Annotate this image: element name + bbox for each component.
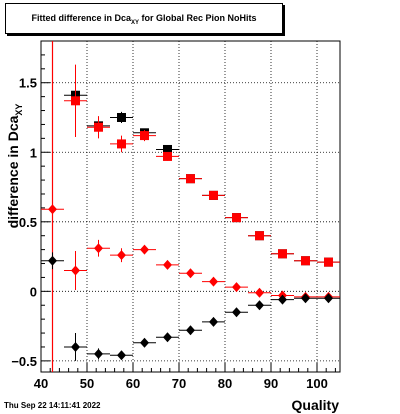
square-marker [301,256,310,266]
diamond-marker [232,307,241,318]
plot-frame [40,40,341,373]
timestamp: Thu Sep 22 14:11:41 2022 [4,401,101,410]
diamond-marker [232,282,241,293]
x-tick-label: 40 [34,376,48,391]
diamond-marker [48,255,57,266]
square-marker [71,96,80,106]
x-axis-title: Quality [292,397,340,413]
square-marker [255,231,264,241]
diamond-marker [209,276,218,287]
x-tick-label: 60 [126,376,140,391]
diamond-marker [140,337,149,348]
diamond-marker [255,300,264,311]
square-marker [117,139,126,149]
diamond-marker [94,243,103,254]
diamond-marker [324,293,333,304]
diamond-marker [48,204,57,215]
diamond-marker [301,293,310,304]
diamond-marker [117,250,126,261]
diamond-marker [71,265,80,276]
y-tick-label: 1.5 [19,76,37,91]
square-marker [94,122,103,132]
diamond-marker [186,325,195,336]
diamond-marker [186,268,195,279]
square-marker [186,174,195,184]
diamond-marker [71,341,80,352]
y-tick-label: 0 [30,284,37,299]
square-marker [140,131,149,141]
diamond-marker [255,287,264,298]
square-marker [163,144,172,154]
chart-title-box: Fitted difference in DcaXY for Global Re… [5,3,283,34]
y-tick-label: 0.5 [19,215,37,230]
diamond-marker [209,316,218,327]
x-tick-label: 100 [306,376,328,391]
y-tick-label: −0.5 [11,354,37,369]
x-tick-label: 90 [264,376,278,391]
x-tick-label: 50 [80,376,94,391]
square-marker [232,213,241,223]
x-tick-label: 70 [172,376,186,391]
square-marker [163,151,172,161]
data-series [64,64,340,267]
diamond-marker [163,332,172,343]
square-marker [117,112,126,122]
x-tick-label: 80 [218,376,232,391]
y-axis-title: difference in DcaXY [5,104,24,229]
y-tick-label: 1 [30,145,37,160]
diamond-marker [117,350,126,361]
chart-title: Fitted difference in DcaXY for Global Re… [31,13,257,26]
square-marker [324,257,333,267]
diamond-marker [163,259,172,270]
square-marker [278,249,287,259]
diamond-marker [278,294,287,305]
data-series [41,252,340,361]
diamond-marker [94,348,103,359]
diamond-marker [140,244,149,255]
square-marker [209,190,218,200]
